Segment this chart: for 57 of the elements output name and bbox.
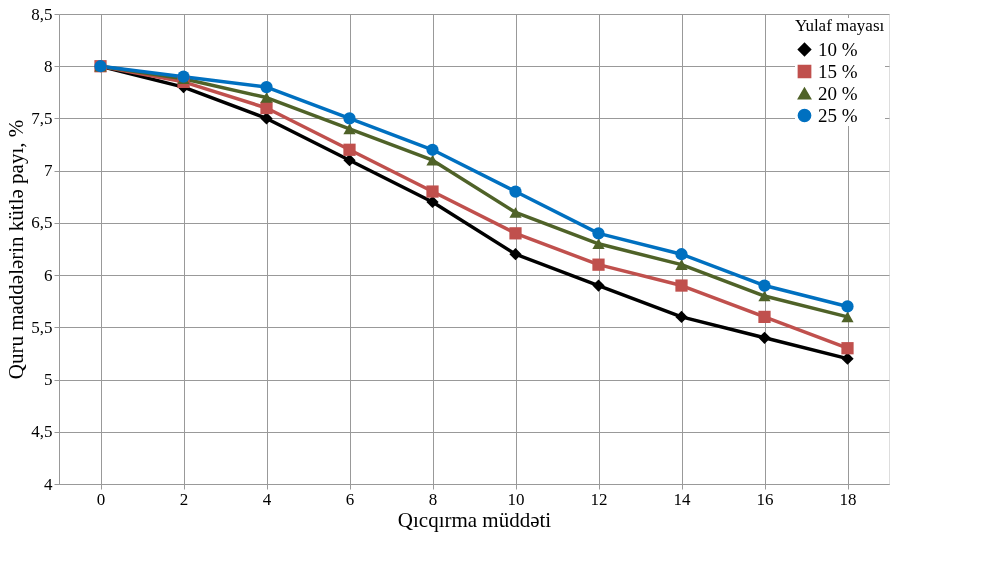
point	[841, 300, 854, 313]
legend-label: 10 %	[818, 38, 858, 60]
point	[675, 248, 688, 261]
point	[841, 311, 854, 323]
y-tick-label: 5,5	[31, 317, 53, 337]
point	[343, 112, 356, 125]
legend-label: 25 %	[818, 104, 858, 126]
point	[343, 143, 356, 156]
x-tick-label: 8	[428, 489, 438, 509]
y-tick-label: 7,5	[31, 108, 53, 128]
point	[260, 81, 273, 94]
point	[426, 143, 439, 156]
y-tick-label: 5	[44, 370, 53, 390]
point	[426, 154, 439, 166]
y-tick-label: 8,5	[31, 4, 53, 24]
point	[592, 258, 605, 271]
x-tick-label: 10	[507, 489, 525, 509]
point	[509, 185, 522, 198]
point	[343, 123, 356, 135]
point	[592, 227, 605, 240]
y-tick-label: 4,5	[31, 422, 53, 442]
point	[758, 290, 771, 302]
point	[260, 92, 273, 103]
point	[592, 238, 605, 250]
point	[426, 195, 439, 209]
point	[758, 331, 771, 344]
point	[675, 279, 688, 292]
point	[260, 101, 273, 115]
y-tick-label: 8	[44, 56, 53, 76]
point	[675, 259, 688, 270]
x-tick-label: 4	[262, 489, 272, 509]
point	[841, 342, 854, 355]
legend-label: 15 %	[818, 60, 858, 82]
x-tick-label: 14	[673, 489, 691, 509]
y-axis-title: Quru maddələrin kütlə payı, %	[4, 119, 29, 380]
point	[509, 207, 522, 218]
y-tick-label: 6	[44, 265, 53, 285]
x-tick-label: 2	[179, 489, 189, 509]
point	[592, 279, 605, 292]
x-tick-label: 12	[590, 489, 608, 509]
y-tick-label: 6,5	[31, 213, 53, 233]
legend-title: Yulaf mayası	[795, 16, 885, 35]
x-axis-title: Qıcqırma müddəti	[397, 507, 552, 532]
point	[509, 227, 522, 240]
y-tick-label: 7	[44, 161, 53, 181]
x-tick-label: 0	[96, 489, 106, 509]
point	[758, 279, 771, 292]
point	[758, 310, 771, 324]
x-tick-label: 16	[756, 489, 774, 509]
point	[509, 248, 522, 261]
point	[426, 185, 439, 198]
y-tick-label: 4	[44, 474, 53, 494]
x-tick-label: 18	[839, 489, 857, 509]
x-tick-label: 6	[345, 489, 355, 509]
point	[343, 154, 356, 167]
point	[675, 310, 688, 324]
legend-label: 20 %	[818, 82, 858, 104]
